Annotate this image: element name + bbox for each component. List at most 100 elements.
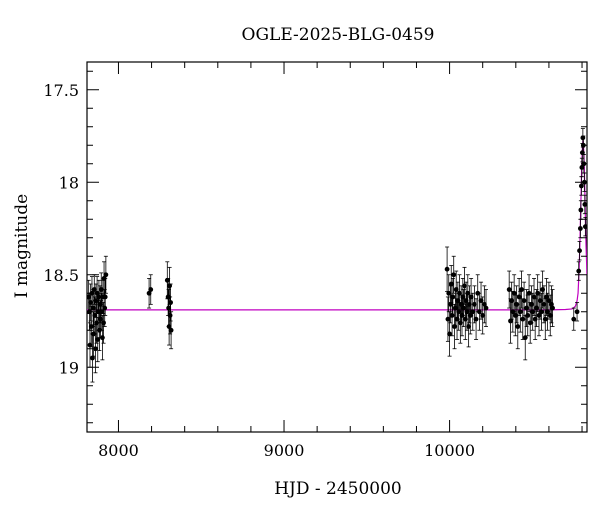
data-marker (578, 183, 584, 189)
data-marker (457, 290, 462, 296)
data-point (98, 272, 104, 307)
y-tick-label: 18.5 (43, 266, 79, 285)
data-marker (87, 294, 92, 300)
data-point (577, 241, 582, 261)
data-marker (579, 165, 585, 170)
data-point (146, 278, 152, 309)
data-marker (582, 224, 587, 230)
data-point (582, 216, 587, 237)
data-marker (577, 226, 583, 231)
data-point (148, 274, 154, 305)
x-tick-label: 10000 (424, 441, 475, 460)
data-point (103, 255, 109, 294)
data-marker (468, 294, 474, 300)
data-marker (521, 298, 527, 304)
data-marker (577, 248, 582, 254)
data-point (574, 302, 580, 322)
data-point (517, 290, 523, 333)
data-marker (101, 320, 106, 326)
data-point (478, 281, 484, 320)
data-marker (95, 337, 101, 342)
data-marker (511, 290, 517, 296)
data-layer (87, 128, 587, 383)
x-tick-label: 9000 (264, 441, 305, 460)
data-marker (473, 316, 479, 322)
data-marker (448, 281, 454, 287)
data-marker (483, 305, 489, 311)
data-point (102, 278, 108, 316)
data-marker (103, 272, 109, 278)
data-marker (446, 290, 452, 296)
data-marker (90, 305, 96, 311)
data-marker (480, 313, 486, 318)
data-marker (167, 313, 173, 318)
data-marker (524, 305, 529, 311)
y-axis-label: I magnitude (12, 194, 32, 298)
data-marker (517, 309, 523, 315)
data-marker (506, 287, 512, 292)
data-marker (93, 346, 98, 352)
data-point (87, 279, 92, 315)
x-axis-ticks: 8000 9000 10000 (98, 62, 583, 460)
data-point (577, 218, 583, 239)
data-marker (578, 207, 584, 213)
data-point (462, 266, 467, 305)
plot-area (86, 61, 588, 433)
data-marker (90, 355, 95, 361)
data-point (90, 333, 95, 383)
data-marker (444, 266, 450, 272)
data-point (511, 274, 517, 313)
data-marker (539, 309, 544, 315)
data-marker (535, 290, 541, 296)
data-marker (542, 316, 548, 322)
x-tick-label: 8000 (98, 441, 139, 460)
data-marker (509, 298, 515, 304)
plot-frame (86, 61, 588, 433)
data-point (95, 316, 101, 363)
y-axis-ticks: 17.5 18 18.5 19 (43, 70, 587, 424)
data-marker (99, 335, 105, 341)
data-point (579, 157, 585, 178)
data-marker (525, 313, 531, 318)
x-axis-label: HJD - 2450000 (274, 479, 402, 499)
data-marker (146, 290, 152, 296)
data-marker (576, 268, 582, 274)
data-marker (508, 318, 513, 324)
data-marker (580, 135, 586, 141)
y-tick-label: 19 (59, 358, 79, 377)
data-point (578, 200, 584, 220)
data-marker (445, 316, 451, 322)
data-marker (462, 283, 467, 289)
data-point (578, 176, 584, 196)
data-marker (461, 305, 467, 311)
data-marker (450, 294, 456, 300)
data-marker (91, 287, 97, 292)
data-point (582, 194, 587, 215)
data-marker (102, 294, 108, 300)
data-marker (451, 272, 457, 278)
y-tick-label: 18 (59, 173, 79, 192)
data-marker (526, 290, 532, 296)
data-marker (168, 300, 174, 305)
y-tick-label: 17.5 (43, 81, 79, 100)
data-marker (515, 324, 521, 329)
data-marker (522, 335, 528, 341)
data-marker (571, 316, 577, 322)
data-marker (453, 287, 459, 292)
data-marker (148, 287, 154, 292)
data-marker (102, 305, 108, 311)
data-marker (529, 301, 534, 307)
data-marker (574, 309, 580, 315)
data-point (447, 311, 452, 357)
data-marker (531, 294, 537, 300)
data-point (448, 265, 454, 303)
data-point (483, 289, 489, 327)
data-marker (481, 301, 487, 307)
data-point (525, 294, 531, 337)
data-marker (547, 313, 553, 318)
data-point (168, 311, 174, 350)
data-marker (470, 309, 476, 315)
data-point (531, 278, 537, 316)
data-point (550, 289, 555, 327)
